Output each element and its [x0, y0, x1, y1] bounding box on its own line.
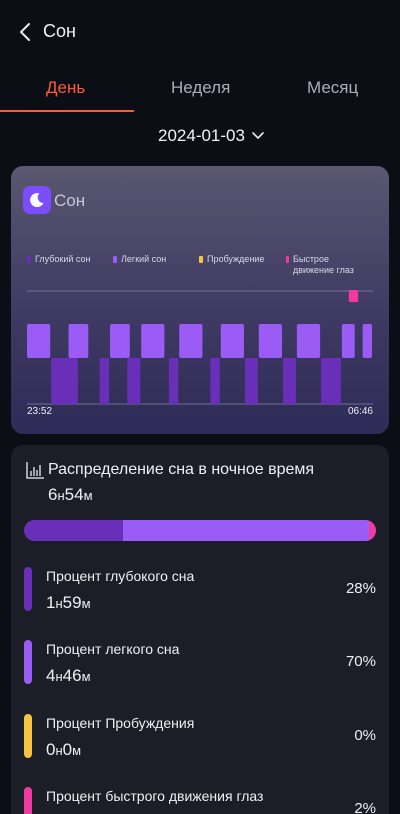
row-swatch	[24, 567, 32, 611]
sleep-segment	[258, 324, 283, 358]
legend-rem: Быстрое движение глаз	[286, 254, 366, 276]
tab-month[interactable]: Месяц	[307, 78, 359, 97]
row-hours-unit: н	[55, 596, 63, 611]
back-button[interactable]	[16, 20, 38, 44]
chart-legend: Глубокий сон Легкий сон Пробуждение Быст…	[27, 254, 377, 284]
row-swatch	[24, 640, 32, 684]
sleep-segment	[210, 358, 220, 404]
row-minutes: 59	[62, 593, 82, 612]
distribution-total: 6н54м	[48, 485, 93, 505]
sleep-segment	[110, 324, 130, 358]
sleep-segment	[99, 358, 110, 404]
legend-awake: Пробуждение	[199, 254, 264, 265]
total-hours: 6	[48, 485, 58, 504]
row-deep-sleep[interactable]: Процент глубокого сна 1н59м 28%	[24, 565, 376, 621]
sleep-segment	[362, 324, 372, 358]
legend-label: Пробуждение	[207, 254, 265, 264]
row-hours-unit: н	[55, 743, 63, 758]
row-label: Процент Пробуждения	[46, 715, 195, 731]
legend-swatch	[286, 256, 289, 263]
distribution-bar	[24, 520, 376, 541]
row-label: Процент быстрого движения глаз	[46, 788, 264, 804]
distribution-segment	[368, 520, 376, 541]
bar-chart-icon	[26, 462, 44, 479]
sleep-stage-chart	[27, 290, 373, 405]
sleep-segment	[51, 358, 78, 404]
chevron-left-icon	[20, 23, 30, 41]
active-tab-indicator	[0, 110, 134, 112]
period-tabs: День Неделя Месяц	[0, 70, 400, 114]
total-hours-unit: н	[57, 488, 65, 503]
moon-icon	[23, 186, 51, 214]
sleep-segment	[296, 324, 321, 358]
legend-swatch	[113, 256, 117, 263]
chart-end-time: 06:46	[347, 406, 373, 417]
row-duration: 0н0м	[46, 740, 81, 760]
top-bar: Сон	[0, 0, 400, 64]
row-minutes-unit: м	[81, 596, 91, 611]
row-minutes: 0	[62, 740, 73, 759]
legend-label: Глубокий сон	[35, 254, 91, 264]
sleep-segment	[220, 324, 244, 358]
distribution-segment	[24, 520, 123, 541]
row-label: Процент глубокого сна	[46, 568, 195, 584]
row-awake[interactable]: Процент Пробуждения 0н0м 0%	[24, 712, 376, 768]
legend-light-sleep: Легкий сон	[113, 254, 166, 265]
sleep-segment	[341, 324, 355, 358]
row-swatch	[24, 787, 32, 814]
row-hours: 0	[46, 740, 56, 759]
legend-label: Легкий сон	[121, 254, 167, 264]
row-hours: 1	[46, 593, 56, 612]
legend-deep-sleep: Глубокий сон	[27, 254, 90, 265]
sleep-segment	[348, 290, 359, 302]
row-rem[interactable]: Процент быстрого движения глаз 2%	[24, 785, 376, 814]
chart-card-title: Сон	[54, 191, 86, 210]
date-selector[interactable]: 2024-01-03	[158, 124, 265, 148]
date-value: 2024-01-03	[158, 126, 245, 145]
sleep-segment	[141, 324, 165, 358]
row-percent: 0%	[354, 727, 376, 744]
row-minutes: 46	[62, 666, 82, 685]
sleep-segment	[127, 358, 141, 404]
sleep-segment	[244, 358, 258, 404]
distribution-title: Распределение сна в ночное время	[48, 461, 315, 478]
chevron-down-icon	[252, 132, 264, 139]
sleep-distribution-card: Распределение сна в ночное время 6н54м П…	[11, 445, 389, 814]
chart-start-time: 23:52	[27, 406, 53, 417]
legend-swatch	[27, 256, 31, 263]
legend-label: Быстрое движение глаз	[292, 254, 354, 275]
sleep-segment	[27, 324, 51, 358]
sleep-segment	[168, 358, 179, 404]
sleep-segment	[179, 324, 203, 358]
sleep-segment	[321, 358, 341, 404]
sleep-segment	[283, 358, 296, 404]
row-hours: 4	[46, 666, 56, 685]
total-minutes-unit: м	[83, 488, 93, 503]
row-swatch	[24, 714, 32, 758]
row-percent: 2%	[354, 800, 376, 814]
row-hours-unit: н	[55, 669, 63, 684]
legend-swatch	[199, 256, 203, 263]
total-minutes: 54	[64, 485, 84, 504]
row-light-sleep[interactable]: Процент легкого сна 4н46м 70%	[24, 638, 376, 694]
row-minutes-unit: м	[72, 743, 82, 758]
page-title: Сон	[43, 21, 76, 41]
row-percent: 28%	[345, 580, 376, 597]
row-duration: 4н46м	[46, 666, 91, 686]
tab-day[interactable]: День	[46, 78, 86, 97]
row-duration: 1н59м	[46, 593, 91, 613]
row-minutes-unit: м	[81, 669, 91, 684]
distribution-segment	[122, 520, 369, 541]
row-label: Процент легкого сна	[46, 641, 180, 657]
sleep-chart-card[interactable]: Сон Глубокий сон Легкий сон Пробуждение …	[11, 166, 389, 434]
sleep-segment	[68, 324, 89, 358]
row-percent: 70%	[345, 653, 376, 670]
tab-week[interactable]: Неделя	[171, 78, 231, 97]
